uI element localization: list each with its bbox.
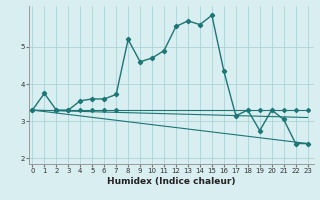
X-axis label: Humidex (Indice chaleur): Humidex (Indice chaleur) [107, 177, 236, 186]
